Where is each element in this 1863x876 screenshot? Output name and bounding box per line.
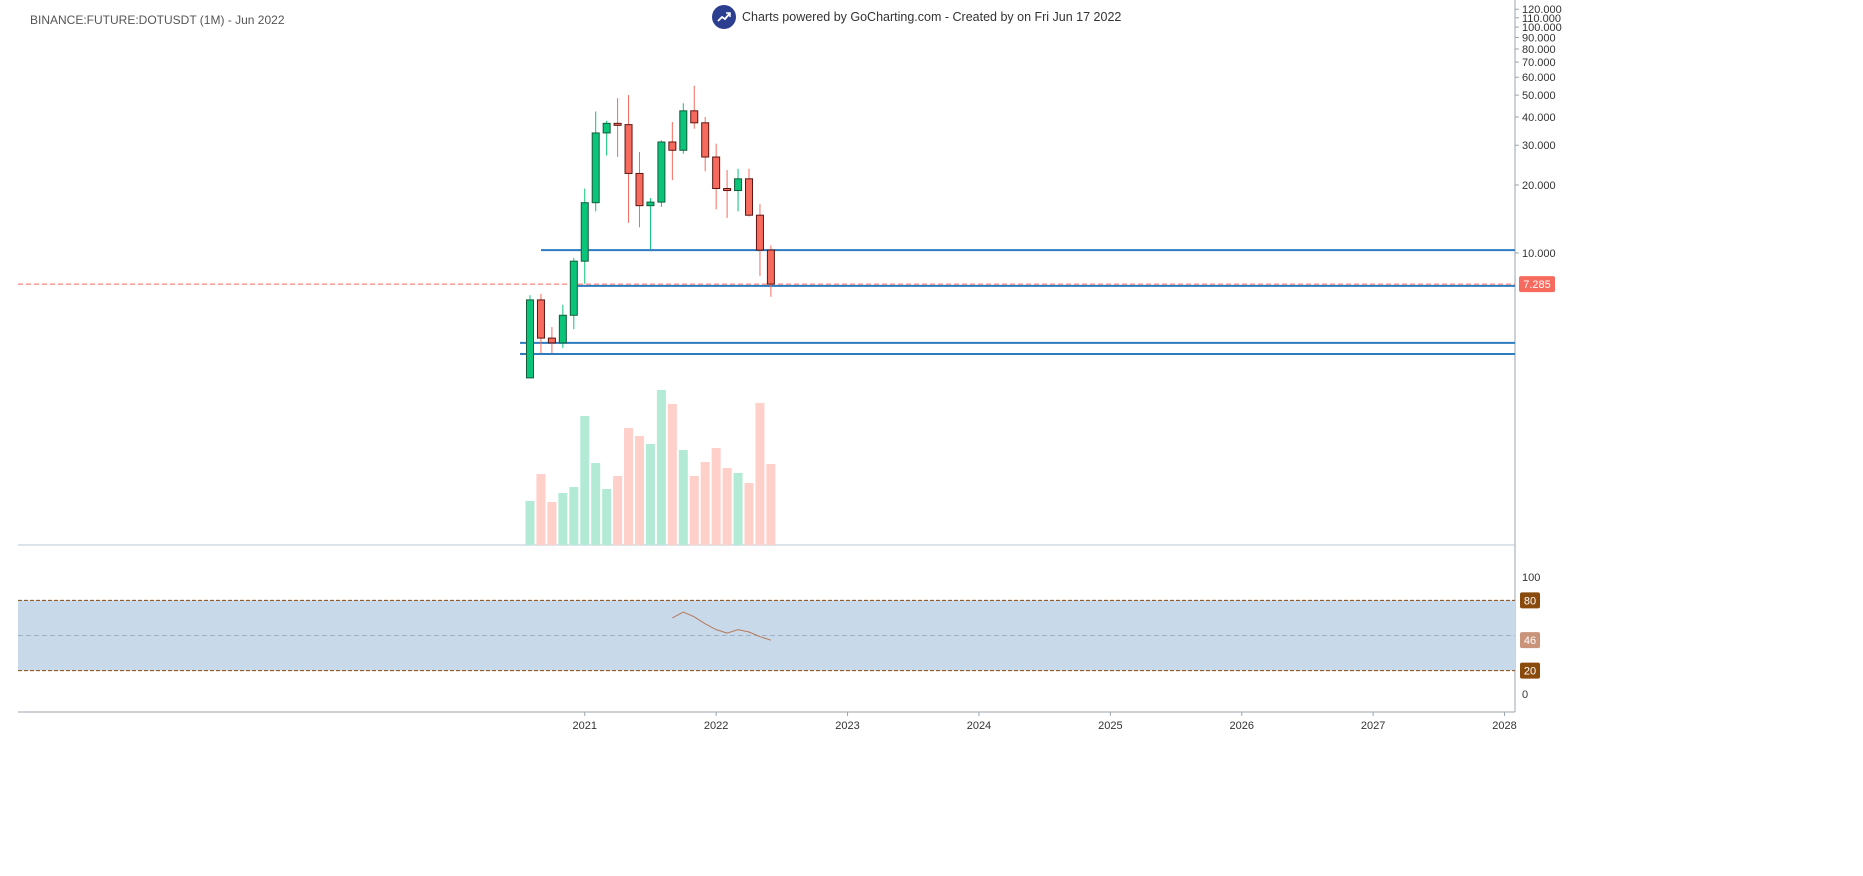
rsi-band-tag — [1520, 662, 1540, 679]
volume-bar — [624, 428, 634, 545]
chart-trend-icon — [712, 5, 736, 29]
volume-bar — [536, 474, 546, 545]
candle-body — [657, 141, 666, 203]
volume-bar — [700, 462, 710, 545]
candle-body — [734, 178, 743, 192]
candle-body — [602, 122, 611, 134]
volume-bar — [645, 444, 655, 545]
time-tick-label: 2027 — [1361, 720, 1385, 732]
last-price-tag — [1519, 276, 1555, 293]
volume-bar — [711, 448, 721, 545]
candle-body — [712, 156, 721, 189]
price-tick-label: 70.000 — [1522, 57, 1556, 69]
last-price-label: 7.285 — [1523, 279, 1551, 291]
time-tick-label: 2028 — [1492, 720, 1516, 732]
volume-bar — [591, 463, 601, 545]
price-tick-label: 120.000 — [1522, 4, 1562, 16]
candle-body — [745, 178, 753, 216]
volume-bar — [722, 468, 732, 545]
price-tags: 7.285 — [1519, 276, 1555, 293]
symbol-title: BINANCE:FUTURE:DOTUSDT (1M) - Jun 2022 — [30, 13, 285, 27]
candle-body — [635, 172, 644, 207]
volume-bars — [525, 390, 776, 545]
time-tick-label: 2022 — [704, 720, 728, 732]
price-tick-label: 60.000 — [1522, 72, 1556, 84]
candle-body — [613, 122, 622, 126]
candle-body — [690, 110, 699, 124]
volume-bar — [744, 483, 754, 545]
candle-body — [701, 122, 710, 158]
price-tick-label: 90.000 — [1522, 32, 1556, 44]
candle-body — [766, 249, 775, 285]
rsi-band-label: 80 — [1524, 595, 1536, 607]
candle-body — [755, 214, 764, 251]
candle-body — [646, 201, 655, 207]
candle-body — [536, 299, 545, 339]
volume-bar — [569, 487, 579, 545]
rsi-panel: 80 20 46 100 0 — [18, 572, 1540, 701]
volume-bar — [547, 502, 557, 545]
attribution-header: Charts powered by GoCharting.com - Creat… — [712, 5, 1121, 29]
price-tick-label: 100.000 — [1522, 22, 1562, 34]
time-tick-label: 2025 — [1098, 720, 1122, 732]
volume-bar — [678, 450, 688, 545]
candle-body — [558, 314, 567, 344]
price-tick-label: 80.000 — [1522, 44, 1556, 56]
volume-bar — [667, 404, 677, 545]
volume-bar — [755, 403, 765, 545]
candle-body — [547, 337, 556, 344]
candle-body — [624, 124, 633, 174]
time-tick-label: 2024 — [967, 720, 991, 732]
price-tick-label: 10.000 — [1522, 248, 1556, 260]
time-tick-label: 2026 — [1230, 720, 1254, 732]
volume-bar — [766, 464, 776, 545]
candle-body — [668, 141, 677, 151]
rsi-band-label: 20 — [1524, 666, 1536, 678]
rsi-band-tag — [1520, 592, 1540, 609]
price-tick-label: 40.000 — [1522, 112, 1556, 124]
volume-bar — [635, 436, 644, 545]
volume-bar — [602, 489, 612, 545]
volume-bar — [558, 493, 568, 545]
candle-body — [526, 299, 534, 379]
attribution-text: Charts powered by GoCharting.com - Creat… — [742, 10, 1122, 24]
time-tick-label: 2021 — [573, 720, 597, 732]
candle-body — [591, 132, 600, 204]
candle-body — [580, 202, 589, 262]
candles — [526, 85, 775, 379]
candle-body — [723, 187, 732, 192]
price-tick-label: 110.000 — [1522, 13, 1561, 25]
horizontal-levels[interactable] — [18, 249, 1515, 356]
price-tick-label: 20.000 — [1522, 180, 1556, 192]
volume-bar — [733, 473, 743, 545]
price-tick-label: 30.000 — [1522, 140, 1556, 152]
volume-bar — [689, 476, 699, 545]
volume-bar — [580, 416, 590, 545]
price-tick-label: 50.000 — [1522, 90, 1556, 102]
volume-bar — [656, 390, 666, 545]
rsi-tick-label: 100 — [1522, 572, 1540, 584]
rsi-current-tag — [1520, 632, 1540, 649]
rsi-current-label: 46 — [1524, 635, 1536, 647]
volume-bar — [613, 476, 623, 545]
candle-body — [679, 110, 688, 151]
volume-bar — [525, 501, 535, 545]
rsi-line — [672, 611, 772, 641]
candle-body — [569, 260, 578, 316]
rsi-tick-label: 0 — [1522, 689, 1528, 701]
time-tick-label: 2023 — [835, 720, 859, 732]
